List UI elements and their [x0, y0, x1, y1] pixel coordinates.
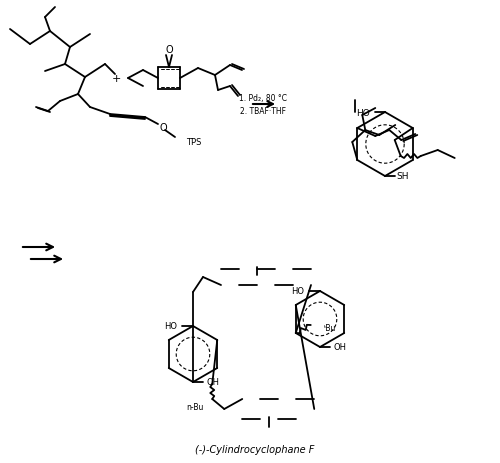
Text: +: + — [112, 74, 120, 84]
Text: O: O — [165, 45, 173, 55]
Text: ᵗBu: ᵗBu — [324, 324, 336, 333]
Text: n-Bu: n-Bu — [186, 403, 204, 412]
Text: 1. Pd₂, 80 °C: 1. Pd₂, 80 °C — [239, 94, 287, 102]
Text: (-)-Cylindrocyclophane F: (-)-Cylindrocyclophane F — [196, 444, 314, 454]
Text: HO: HO — [292, 287, 304, 296]
Text: OH: OH — [206, 378, 220, 387]
Text: HO: HO — [356, 108, 370, 117]
Text: SH: SH — [397, 172, 409, 181]
Text: O: O — [160, 123, 168, 133]
Text: 2. TBAF·THF: 2. TBAF·THF — [240, 107, 286, 116]
Text: TPS: TPS — [186, 138, 202, 147]
Text: HO: HO — [164, 322, 177, 331]
Text: OH: OH — [334, 343, 346, 352]
